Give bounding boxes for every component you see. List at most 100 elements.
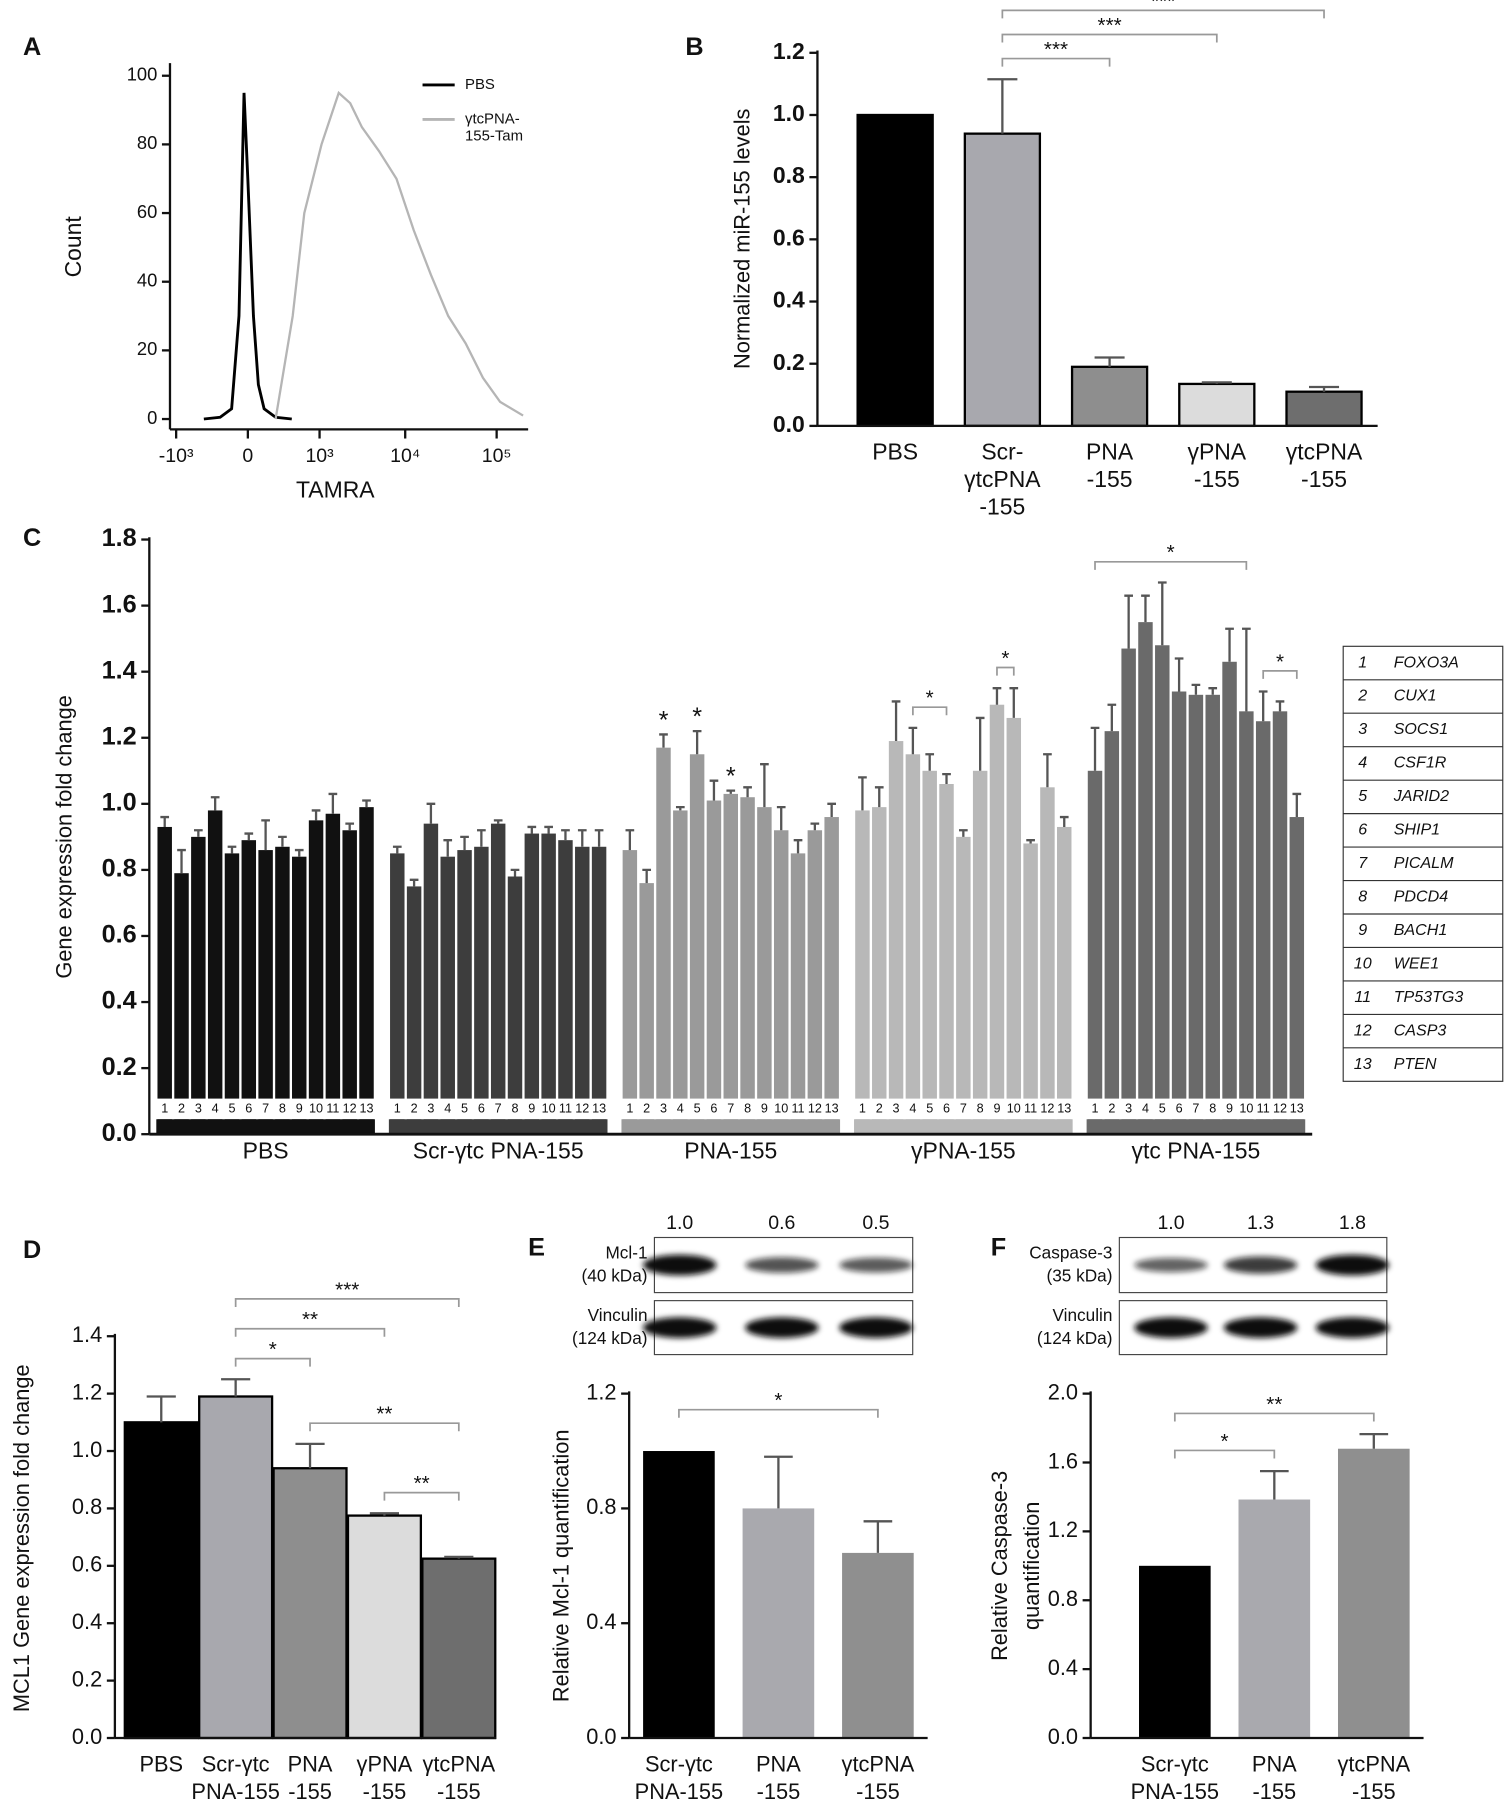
gene-number: 2 <box>411 1101 418 1115</box>
gene-table <box>1342 645 1504 1082</box>
significance-label: * <box>1167 541 1175 564</box>
significance-star: * <box>659 706 669 734</box>
x-tick-label: PNA -155 <box>1252 1751 1297 1800</box>
group-strip <box>621 1119 841 1134</box>
bar <box>1155 645 1170 1135</box>
x-tick-label: γtcPNA -155 <box>1286 439 1363 493</box>
panel-letter: F <box>991 1234 1006 1262</box>
significance-bracket <box>1262 669 1298 679</box>
bar <box>1188 694 1204 1135</box>
y-axis-label: Relative Caspase-3 quantification <box>987 1471 1044 1661</box>
table-gene-name: JARID2 <box>1393 787 1449 805</box>
significance-star: * <box>692 703 702 731</box>
bar <box>723 793 738 1135</box>
gene-number-strip <box>388 1098 608 1120</box>
x-axis-label: TAMRA <box>296 476 375 502</box>
gene-number: 3 <box>660 1101 667 1115</box>
histogram-line <box>274 90 524 420</box>
bar <box>842 1552 914 1739</box>
gene-number: 10 <box>542 1101 556 1115</box>
error-bar <box>908 726 918 755</box>
gene-number: 10 <box>774 1101 788 1115</box>
bar <box>922 770 937 1135</box>
error-bar <box>311 809 321 821</box>
table-gene-number: 5 <box>1358 787 1367 805</box>
table-gene-name: TP53TG3 <box>1394 988 1464 1006</box>
error-bar <box>1094 356 1125 367</box>
panel-letter: B <box>685 33 703 61</box>
significance-bracket <box>996 666 1015 676</box>
bar <box>1337 1448 1410 1739</box>
error-bar <box>810 822 820 831</box>
gene-number: 9 <box>993 1101 1000 1115</box>
bar <box>558 840 573 1135</box>
bar <box>1057 826 1072 1135</box>
gene-number: 13 <box>592 1101 606 1115</box>
gene-number: 5 <box>228 1101 235 1115</box>
y-tick-label: 0.8 <box>1048 1586 1078 1611</box>
bar <box>157 826 172 1135</box>
table-gene-number: 12 <box>1354 1021 1372 1039</box>
significance-label: ** <box>376 1403 392 1426</box>
gene-number: 8 <box>1209 1101 1216 1115</box>
gene-number: 4 <box>909 1101 916 1115</box>
significance-bracket <box>678 1408 879 1418</box>
blot-row-label: Vinculin (124 kDa) <box>1037 1305 1113 1348</box>
gene-number-strip <box>854 1098 1073 1120</box>
error-bar <box>1258 690 1268 722</box>
table-gene-name: FOXO3A <box>1394 653 1459 671</box>
bar <box>956 836 971 1135</box>
blot-row-label: Vinculin (124 kDa) <box>572 1305 648 1348</box>
bar <box>1104 731 1120 1135</box>
x-tick-label: γPNA -155 <box>357 1751 413 1800</box>
bar <box>421 1557 497 1740</box>
error-bar <box>278 835 287 847</box>
bar <box>1178 382 1256 428</box>
error-bar <box>1201 381 1232 384</box>
gene-number: 3 <box>893 1101 900 1115</box>
error-bar <box>793 839 803 854</box>
error-bar <box>863 1520 893 1553</box>
y-tick-label: 0.0 <box>586 1724 616 1749</box>
error-bar <box>1059 815 1069 827</box>
gene-number: 9 <box>1226 1101 1233 1115</box>
y-tick-label: 0.4 <box>102 987 137 1015</box>
blot-band <box>745 1257 819 1273</box>
y-tick-label: 0.2 <box>773 349 805 375</box>
error-bar <box>764 1455 793 1509</box>
gene-number: 2 <box>643 1101 650 1115</box>
y-tick-label: 0.8 <box>586 1494 616 1519</box>
bar <box>1222 661 1237 1135</box>
table-gene-number: 6 <box>1358 821 1367 839</box>
error-bar <box>942 772 951 785</box>
gene-number: 5 <box>461 1101 468 1115</box>
error-bar <box>1242 627 1251 712</box>
x-tick-label: PBS <box>872 439 918 465</box>
bar <box>905 754 921 1135</box>
error-bar <box>527 825 537 834</box>
bar <box>872 807 887 1135</box>
bar <box>643 1451 715 1739</box>
group-label: γPNA-155 <box>911 1138 1016 1164</box>
y-tick-label: 1.6 <box>1048 1448 1078 1473</box>
significance-label: * <box>269 1338 277 1361</box>
bar <box>191 836 206 1135</box>
y-axis-label: Relative Mcl-1 quantification <box>548 1430 573 1703</box>
significance-star: * <box>726 763 736 791</box>
error-bar <box>261 819 270 851</box>
x-tick-label: PNA -155 <box>288 1751 333 1800</box>
gene-number: 4 <box>677 1101 684 1115</box>
bar <box>224 853 240 1135</box>
legend-label: γtcPNA-155-Tam <box>465 110 523 144</box>
table-gene-name: SHIP1 <box>1394 821 1440 839</box>
y-tick-label: 1.4 <box>72 1322 102 1347</box>
table-gene-number: 11 <box>1354 988 1371 1006</box>
error-bar <box>1225 627 1234 662</box>
bar <box>490 823 506 1135</box>
error-bar <box>177 848 186 874</box>
y-tick-label: 0.0 <box>72 1724 102 1749</box>
y-tick-label: 1.6 <box>102 590 137 618</box>
gene-number: 9 <box>296 1101 303 1115</box>
error-bar <box>925 753 935 771</box>
